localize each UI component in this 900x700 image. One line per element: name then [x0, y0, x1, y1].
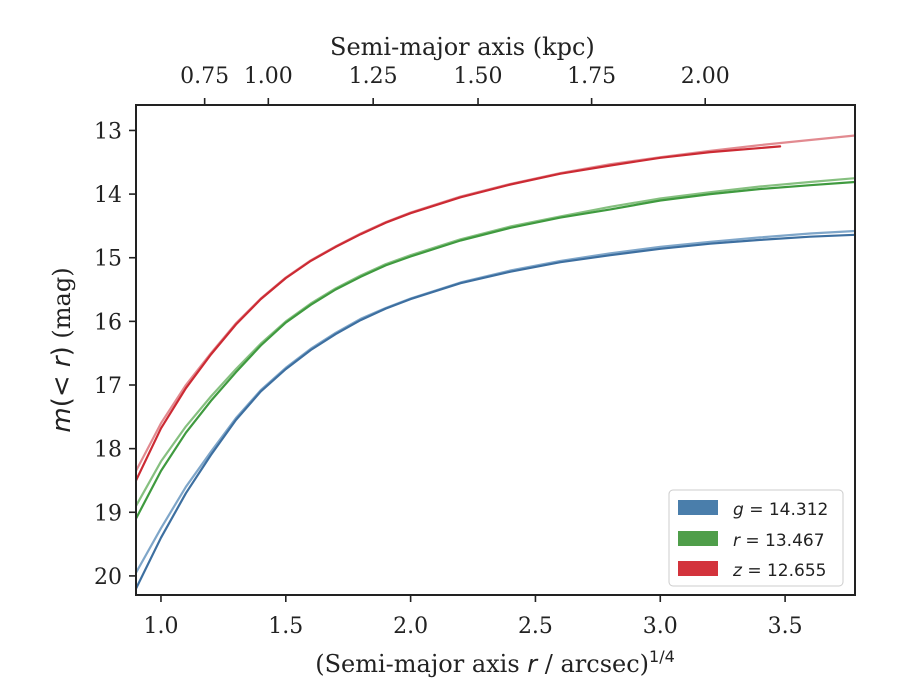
- series-line-3: [136, 177, 855, 507]
- y-axis-title-part-4: ): [47, 346, 77, 356]
- legend-swatch-g: [678, 500, 718, 515]
- legend-g-value: = 14.312: [744, 500, 829, 520]
- y-tick-label: 19: [94, 501, 122, 526]
- bottom-x-axis: 1.0 1.5 2.0 2.5 3.0 3.5: [143, 595, 803, 639]
- top-x-axis-title: Semi-major axis (kpc): [330, 33, 595, 61]
- legend-entry-g: g = 14.312: [733, 500, 828, 520]
- y-axis-title-part-2: (<: [47, 367, 77, 407]
- y-axis-title-part-1: m: [47, 407, 77, 432]
- plot-frame: [135, 104, 856, 596]
- top-x-axis: 0.75 1.00 1.25 1.50 1.75 2.00: [180, 64, 730, 105]
- legend-swatch-z: [678, 561, 718, 576]
- x-tick-label: 1.5: [268, 614, 303, 639]
- top-x-tick-label: 2.00: [681, 64, 730, 89]
- x-axis-title-exponent: 1/4: [649, 647, 675, 666]
- y-tick-label: 20: [94, 565, 122, 590]
- left-y-axis: 13 14 15 16 17 18 19 20: [94, 119, 136, 590]
- x-axis-title: (Semi-major axis r / arcsec)1/4: [315, 647, 675, 678]
- x-axis-title-part-3: / arcsec): [537, 650, 649, 678]
- top-x-tick-label: 0.75: [180, 64, 229, 89]
- legend-z-var: z: [732, 561, 743, 581]
- top-x-tick-label: 1.25: [349, 64, 398, 89]
- series-line-2: [136, 180, 855, 520]
- series-line-5: [136, 134, 855, 472]
- legend-swatch-r: [678, 531, 718, 546]
- legend-r-var: r: [733, 531, 741, 551]
- legend: g = 14.312 r = 13.467 z = 12.655: [668, 489, 844, 587]
- legend-z-value: = 12.655: [742, 561, 827, 581]
- y-tick-label: 14: [94, 183, 122, 208]
- top-x-tick-label: 1.75: [567, 64, 616, 89]
- series-layer: [136, 134, 855, 590]
- y-axis-title-part-5: (mag): [48, 267, 76, 346]
- top-x-tick-label: 1.00: [244, 64, 293, 89]
- legend-g-var: g: [733, 500, 744, 520]
- y-axis-title-part-3: r: [47, 354, 77, 367]
- y-tick-label: 13: [94, 119, 122, 144]
- y-tick-label: 15: [94, 247, 122, 272]
- top-x-tick-label: 1.50: [454, 64, 503, 89]
- x-tick-label: 3.0: [643, 614, 678, 639]
- y-axis-title: m(< r) (mag): [47, 267, 77, 432]
- y-tick-label: 18: [94, 438, 122, 463]
- y-tick-label: 16: [94, 310, 122, 335]
- series-line-0: [136, 233, 855, 590]
- x-tick-label: 2.5: [518, 614, 553, 639]
- legend-entry-r: r = 13.467: [733, 531, 825, 551]
- legend-entry-z: z = 12.655: [732, 561, 826, 581]
- y-tick-label: 17: [94, 374, 122, 399]
- series-line-4: [136, 145, 782, 482]
- x-tick-label: 2.0: [393, 614, 428, 639]
- x-axis-title-part-1: (Semi-major axis: [315, 650, 527, 678]
- legend-r-value: = 13.467: [740, 531, 825, 551]
- x-axis-title-part-2: r: [527, 650, 539, 678]
- x-tick-label: 1.0: [143, 614, 178, 639]
- x-tick-label: 3.5: [768, 614, 803, 639]
